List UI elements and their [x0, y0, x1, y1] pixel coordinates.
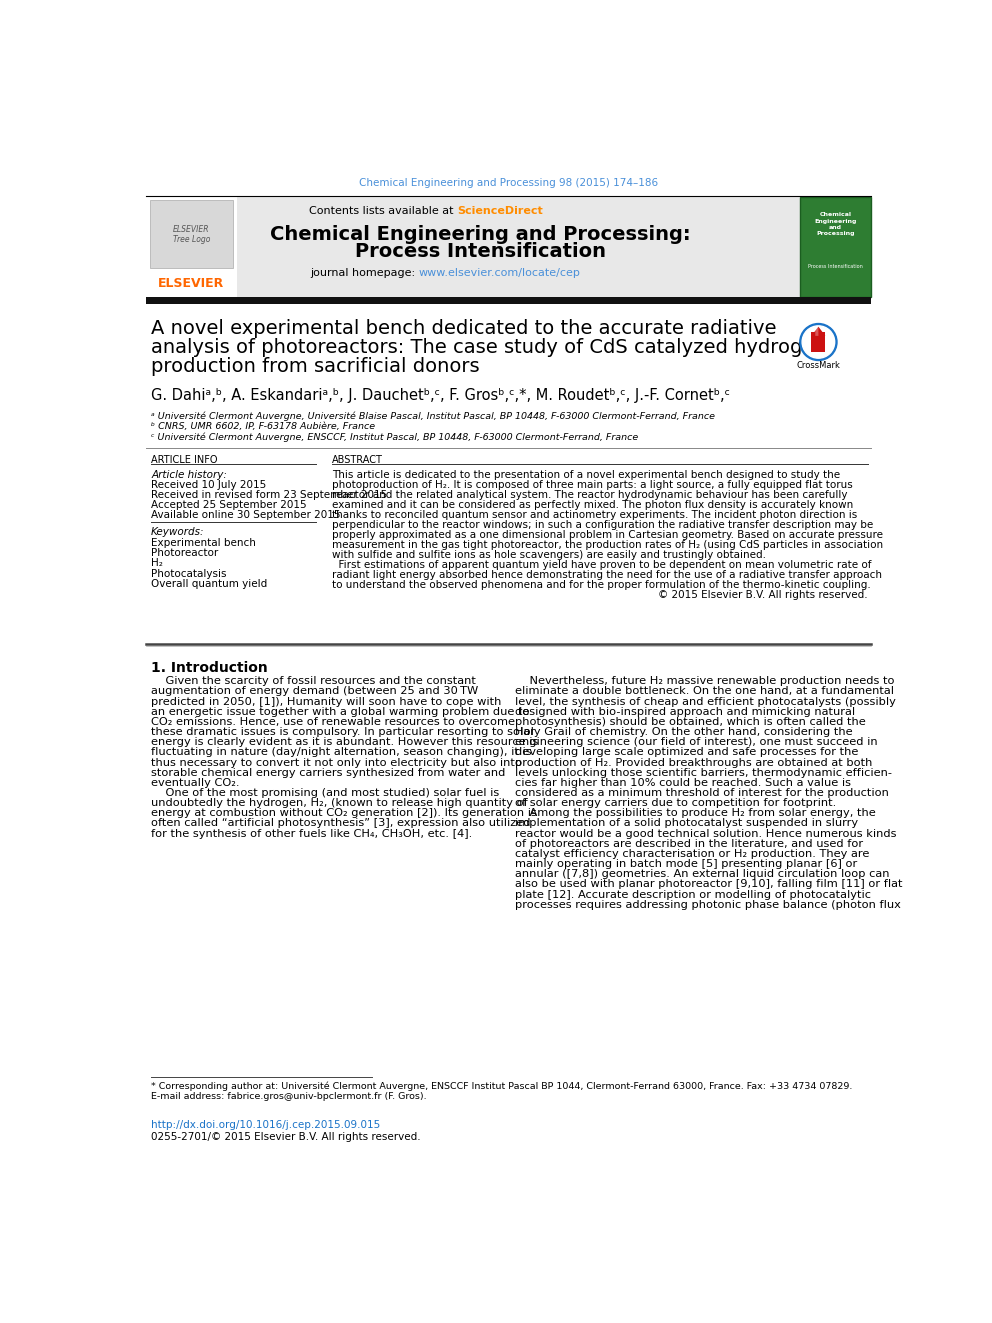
Text: ᶜ Université Clermont Auvergne, ENSCCF, Institut Pascal, BP 10448, F-63000 Clerm: ᶜ Université Clermont Auvergne, ENSCCF, …	[151, 433, 639, 442]
Text: Photoreactor: Photoreactor	[151, 548, 218, 558]
Circle shape	[800, 324, 837, 360]
Text: Among the possibilities to produce H₂ from solar energy, the: Among the possibilities to produce H₂ fr…	[515, 808, 875, 819]
Text: Available online 30 September 2015: Available online 30 September 2015	[151, 509, 340, 520]
Text: journal homepage:: journal homepage:	[310, 267, 419, 278]
Text: eventually CO₂.: eventually CO₂.	[151, 778, 240, 787]
Text: Experimental bench: Experimental bench	[151, 537, 256, 548]
Circle shape	[803, 325, 834, 359]
Text: CrossMark: CrossMark	[797, 361, 840, 370]
Text: annular ([7,8]) geometries. An external liquid circulation loop can: annular ([7,8]) geometries. An external …	[515, 869, 889, 880]
Bar	[146, 298, 871, 304]
Text: implementation of a solid photocatalyst suspended in slurry: implementation of a solid photocatalyst …	[515, 819, 858, 828]
Text: ARTICLE INFO: ARTICLE INFO	[151, 455, 217, 466]
Text: ELSEVIER
Tree Logo: ELSEVIER Tree Logo	[173, 225, 210, 243]
Text: mainly operating in batch mode [5] presenting planar [6] or: mainly operating in batch mode [5] prese…	[515, 859, 857, 869]
Text: level, the synthesis of cheap and efficient photocatalysts (possibly: level, the synthesis of cheap and effici…	[515, 696, 896, 706]
Text: designed with bio-inspired approach and mimicking natural: designed with bio-inspired approach and …	[515, 706, 855, 717]
Bar	[811, 332, 825, 352]
Text: photoproduction of H₂. It is composed of three main parts: a light source, a ful: photoproduction of H₂. It is composed of…	[331, 480, 852, 490]
Text: augmentation of energy demand (between 25 and 30 TW: augmentation of energy demand (between 2…	[151, 687, 478, 696]
Text: Received in revised form 23 September 2015: Received in revised form 23 September 20…	[151, 490, 387, 500]
Text: http://dx.doi.org/10.1016/j.cep.2015.09.015: http://dx.doi.org/10.1016/j.cep.2015.09.…	[151, 1119, 380, 1130]
Text: Chemical Engineering and Processing:: Chemical Engineering and Processing:	[270, 225, 690, 243]
Text: engineering science (our field of interest), one must succeed in: engineering science (our field of intere…	[515, 737, 877, 747]
Text: processes requires addressing photonic phase balance (photon flux: processes requires addressing photonic p…	[515, 900, 901, 910]
Text: considered as a minimum threshold of interest for the production: considered as a minimum threshold of int…	[515, 789, 889, 798]
Text: E-mail address: fabrice.gros@univ-bpclermont.fr (F. Gros).: E-mail address: fabrice.gros@univ-bpcler…	[151, 1091, 427, 1101]
Text: First estimations of apparent quantum yield have proven to be dependent on mean : First estimations of apparent quantum yi…	[331, 560, 871, 570]
Text: Overall quantum yield: Overall quantum yield	[151, 579, 268, 589]
Text: ᵃ Université Clermont Auvergne, Université Blaise Pascal, Institut Pascal, BP 10: ᵃ Université Clermont Auvergne, Universi…	[151, 411, 715, 421]
Text: fluctuating in nature (day/night alternation, season changing), it is: fluctuating in nature (day/night alterna…	[151, 747, 532, 757]
Text: 1. Introduction: 1. Introduction	[151, 660, 268, 675]
Text: Received 10 July 2015: Received 10 July 2015	[151, 480, 267, 490]
Text: cies far higher than 10% could be reached. Such a value is: cies far higher than 10% could be reache…	[515, 778, 850, 787]
Text: ScienceDirect: ScienceDirect	[457, 206, 543, 216]
Text: also be used with planar photoreactor [9,10], falling film [11] or flat: also be used with planar photoreactor [9…	[515, 880, 902, 889]
Text: Chemical
Engineering
and
Processing: Chemical Engineering and Processing	[814, 213, 857, 235]
Text: Nevertheless, future H₂ massive renewable production needs to: Nevertheless, future H₂ massive renewabl…	[515, 676, 894, 687]
Text: This article is dedicated to the presentation of a novel experimental bench desi: This article is dedicated to the present…	[331, 470, 840, 480]
Text: Keywords:: Keywords:	[151, 527, 204, 537]
Text: thus necessary to convert it not only into electricity but also into: thus necessary to convert it not only in…	[151, 758, 522, 767]
Text: plate [12]. Accurate description or modelling of photocatalytic: plate [12]. Accurate description or mode…	[515, 889, 871, 900]
Text: Given the scarcity of fossil resources and the constant: Given the scarcity of fossil resources a…	[151, 676, 476, 687]
Bar	[800, 197, 871, 298]
Text: * Corresponding author at: Université Clermont Auvergne, ENSCCF Institut Pascal : * Corresponding author at: Université Cl…	[151, 1081, 852, 1090]
Text: levels unlocking those scientific barriers, thermodynamic efficien-: levels unlocking those scientific barrie…	[515, 767, 892, 778]
Text: examined and it can be considered as perfectly mixed. The photon flux density is: examined and it can be considered as per…	[331, 500, 853, 509]
Text: 0255-2701/© 2015 Elsevier B.V. All rights reserved.: 0255-2701/© 2015 Elsevier B.V. All right…	[151, 1132, 421, 1142]
Text: Process Intensification: Process Intensification	[808, 265, 863, 269]
Text: ᵇ CNRS, UMR 6602, IP, F-63178 Aubière, France: ᵇ CNRS, UMR 6602, IP, F-63178 Aubière, F…	[151, 422, 375, 431]
Text: production of H₂. Provided breakthroughs are obtained at both: production of H₂. Provided breakthroughs…	[515, 758, 872, 767]
Text: Contents lists available at: Contents lists available at	[310, 206, 457, 216]
Text: to understand the observed phenomena and for the proper formulation of the therm: to understand the observed phenomena and…	[331, 579, 870, 590]
Text: A novel experimental bench dedicated to the accurate radiative: A novel experimental bench dedicated to …	[151, 319, 777, 337]
Text: measurement in the gas tight photoreactor, the production rates of H₂ (using CdS: measurement in the gas tight photoreacto…	[331, 540, 883, 550]
Text: of photoreactors are described in the literature, and used for: of photoreactors are described in the li…	[515, 839, 863, 849]
Text: energy at combustion without CO₂ generation [2]). Its generation is: energy at combustion without CO₂ generat…	[151, 808, 537, 819]
Polygon shape	[815, 325, 818, 336]
Text: developing large scale optimized and safe processes for the: developing large scale optimized and saf…	[515, 747, 858, 757]
Text: Process Intensification: Process Intensification	[355, 242, 606, 261]
Bar	[150, 200, 233, 269]
Text: for the synthesis of other fuels like CH₄, CH₃OH, etc. [4].: for the synthesis of other fuels like CH…	[151, 828, 472, 839]
Text: Photocatalysis: Photocatalysis	[151, 569, 226, 578]
Text: radiant light energy absorbed hence demonstrating the need for the use of a radi: radiant light energy absorbed hence demo…	[331, 570, 882, 579]
Text: often called “artificial photosynthesis” [3], expression also utilized: often called “artificial photosynthesis”…	[151, 819, 531, 828]
Text: ELSEVIER: ELSEVIER	[159, 277, 224, 290]
Bar	[146, 197, 237, 298]
Bar	[146, 197, 800, 298]
Text: perpendicular to the reactor windows; in such a configuration the radiative tran: perpendicular to the reactor windows; in…	[331, 520, 873, 531]
Text: reactor and the related analytical system. The reactor hydrodynamic behaviour ha: reactor and the related analytical syste…	[331, 490, 847, 500]
Text: Chemical Engineering and Processing 98 (2015) 174–186: Chemical Engineering and Processing 98 (…	[359, 179, 658, 188]
Text: these dramatic issues is compulsory. In particular resorting to solar: these dramatic issues is compulsory. In …	[151, 728, 535, 737]
Text: production from sacrificial donors: production from sacrificial donors	[151, 357, 480, 377]
Text: One of the most promising (and most studied) solar fuel is: One of the most promising (and most stud…	[151, 789, 499, 798]
Text: of solar energy carriers due to competition for footprint.: of solar energy carriers due to competit…	[515, 798, 836, 808]
Text: energy is clearly evident as it is abundant. However this resource is: energy is clearly evident as it is abund…	[151, 737, 539, 747]
Text: catalyst efficiency characterisation or H₂ production. They are: catalyst efficiency characterisation or …	[515, 849, 869, 859]
Text: © 2015 Elsevier B.V. All rights reserved.: © 2015 Elsevier B.V. All rights reserved…	[659, 590, 868, 599]
Text: reactor would be a good technical solution. Hence numerous kinds: reactor would be a good technical soluti…	[515, 828, 896, 839]
Text: with sulfide and sulfite ions as hole scavengers) are easily and trustingly obta: with sulfide and sulfite ions as hole sc…	[331, 550, 766, 560]
Text: eliminate a double bottleneck. On the one hand, at a fundamental: eliminate a double bottleneck. On the on…	[515, 687, 894, 696]
Text: CO₂ emissions. Hence, use of renewable resources to overcome: CO₂ emissions. Hence, use of renewable r…	[151, 717, 515, 726]
Text: undoubtedly the hydrogen, H₂, (known to release high quantity of: undoubtedly the hydrogen, H₂, (known to …	[151, 798, 528, 808]
Text: Article history:: Article history:	[151, 470, 227, 480]
Text: predicted in 2050, [1]), Humanity will soon have to cope with: predicted in 2050, [1]), Humanity will s…	[151, 696, 502, 706]
Text: Accepted 25 September 2015: Accepted 25 September 2015	[151, 500, 307, 509]
Text: analysis of photoreactors: The case study of CdS catalyzed hydrogen: analysis of photoreactors: The case stud…	[151, 339, 826, 357]
Text: ABSTRACT: ABSTRACT	[331, 455, 383, 466]
Text: G. Dahiᵃ,ᵇ, A. Eskandariᵃ,ᵇ, J. Dauchetᵇ,ᶜ, F. Grosᵇ,ᶜ,*, M. Roudetᵇ,ᶜ, J.-F. Co: G. Dahiᵃ,ᵇ, A. Eskandariᵃ,ᵇ, J. Dauchetᵇ…	[151, 388, 730, 404]
Text: properly approximated as a one dimensional problem in Cartesian geometry. Based : properly approximated as a one dimension…	[331, 531, 883, 540]
Text: thanks to reconciled quantum sensor and actinometry experiments. The incident ph: thanks to reconciled quantum sensor and …	[331, 509, 857, 520]
Text: photosynthesis) should be obtained, which is often called the: photosynthesis) should be obtained, whic…	[515, 717, 865, 726]
Text: Holy Grail of chemistry. On the other hand, considering the: Holy Grail of chemistry. On the other ha…	[515, 728, 852, 737]
Polygon shape	[811, 327, 825, 336]
Text: an energetic issue together with a global warming problem due to: an energetic issue together with a globa…	[151, 706, 530, 717]
Text: www.elsevier.com/locate/cep: www.elsevier.com/locate/cep	[419, 267, 580, 278]
Text: storable chemical energy carriers synthesized from water and: storable chemical energy carriers synthe…	[151, 767, 506, 778]
Text: H₂: H₂	[151, 558, 163, 569]
